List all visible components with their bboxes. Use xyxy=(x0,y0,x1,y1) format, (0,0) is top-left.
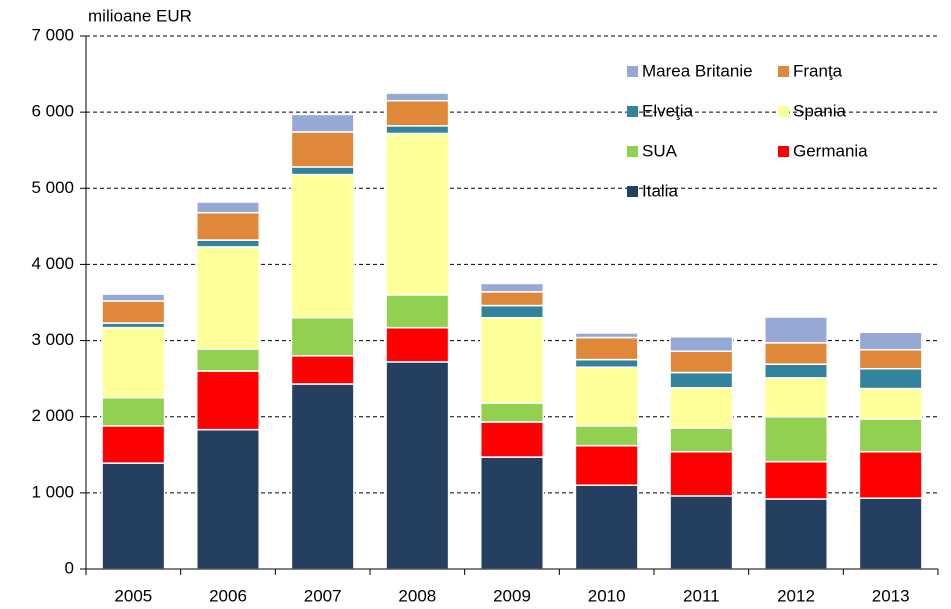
bar-segment xyxy=(764,460,828,500)
bar-segment xyxy=(385,99,450,127)
bar-segment xyxy=(196,211,260,241)
x-tick-label: 2012 xyxy=(777,586,815,605)
bar-segment xyxy=(669,450,734,497)
bar-segment xyxy=(669,371,734,389)
bar-segment xyxy=(764,316,828,344)
bar-segment xyxy=(858,331,923,351)
bar-segment xyxy=(480,402,544,423)
bar-segment xyxy=(858,387,923,420)
bar-segment xyxy=(669,350,734,374)
y-tick-label: 7 000 xyxy=(31,25,74,44)
legend-swatch xyxy=(627,146,638,157)
bar-segment xyxy=(385,92,450,102)
bar-segment xyxy=(196,370,260,431)
y-tick-label: 5 000 xyxy=(31,178,74,197)
bar-segment xyxy=(290,113,355,133)
bar-segment xyxy=(196,239,260,248)
x-tick-label: 2005 xyxy=(114,586,152,605)
bar-segment xyxy=(574,336,639,361)
bar-segment xyxy=(574,484,639,570)
bar-segment xyxy=(101,396,166,427)
x-tick-label: 2008 xyxy=(398,586,436,605)
bar-segment xyxy=(196,428,260,570)
y-tick-label: 0 xyxy=(65,558,74,577)
x-tick-label: 2009 xyxy=(493,586,531,605)
legend-label: Franţa xyxy=(793,61,843,80)
bar-segment xyxy=(290,166,355,176)
y-tick-label: 2 000 xyxy=(31,406,74,425)
bar-segment xyxy=(196,201,260,214)
legend-label: SUA xyxy=(642,141,678,160)
bar-segment xyxy=(574,444,639,486)
bar-segment xyxy=(764,415,828,463)
bar-segment xyxy=(764,377,828,418)
bar-segment xyxy=(101,300,166,324)
y-tick-label: 4 000 xyxy=(31,254,74,273)
bar-segment xyxy=(101,293,166,302)
x-tick-label: 2011 xyxy=(683,586,720,605)
bar-segment xyxy=(858,348,923,370)
y-tick-label: 6 000 xyxy=(31,102,74,121)
bar-segment xyxy=(196,348,260,372)
bar-segment xyxy=(764,363,828,379)
bar-segment xyxy=(480,316,544,404)
x-tick-label: 2006 xyxy=(209,586,247,605)
legend-swatch xyxy=(627,66,638,77)
legend-swatch xyxy=(778,146,789,157)
bar-segment xyxy=(290,355,355,385)
bar-segment xyxy=(101,425,166,464)
bar-segment xyxy=(385,326,450,363)
bar-segment xyxy=(574,332,639,339)
bar-segment xyxy=(764,342,828,365)
bar-segment xyxy=(574,358,639,368)
bar-segment xyxy=(290,316,355,357)
bar-segment xyxy=(385,125,450,135)
legend-swatch xyxy=(778,66,789,77)
bar-segment xyxy=(574,425,639,447)
legend-label: Spania xyxy=(793,101,846,120)
x-tick-label: 2007 xyxy=(304,586,342,605)
y-axis-label: milioane EUR xyxy=(88,6,192,25)
legend-label: Italia xyxy=(642,181,678,200)
y-tick-label: 3 000 xyxy=(31,330,74,349)
bar-segment xyxy=(290,131,355,168)
bar-segment xyxy=(858,418,923,453)
legend-swatch xyxy=(778,106,789,117)
bar-segment xyxy=(764,498,828,570)
bar-segment xyxy=(858,497,923,570)
legend-label: Marea Britanie xyxy=(642,61,753,80)
x-tick-label: 2013 xyxy=(872,586,910,605)
x-tick-label: 2010 xyxy=(588,586,626,605)
bar-segment xyxy=(480,282,544,293)
bar-segment xyxy=(480,421,544,458)
legend-swatch xyxy=(627,106,638,117)
bar-segment xyxy=(669,336,734,352)
bar-segment xyxy=(669,387,734,429)
bar-segment xyxy=(574,366,639,427)
y-tick-label: 1 000 xyxy=(31,482,74,501)
bar-segment xyxy=(858,450,923,499)
bar-segment xyxy=(290,173,355,319)
bar-segment xyxy=(290,383,355,570)
bar-segment xyxy=(196,246,260,350)
bar-segment xyxy=(385,132,450,296)
bar-segment xyxy=(858,367,923,390)
bar-segment xyxy=(101,462,166,570)
bar-segment xyxy=(669,427,734,453)
bar-segment xyxy=(101,326,166,399)
bar-segment xyxy=(385,361,450,570)
bar-segment xyxy=(480,456,544,570)
legend-swatch xyxy=(627,186,638,197)
bar-segment xyxy=(480,291,544,307)
legend-label: Elveţia xyxy=(642,101,694,120)
legend-label: Germania xyxy=(793,141,868,160)
bar-segment xyxy=(480,304,544,319)
bar-segment xyxy=(669,495,734,570)
bar-segment xyxy=(385,294,450,329)
